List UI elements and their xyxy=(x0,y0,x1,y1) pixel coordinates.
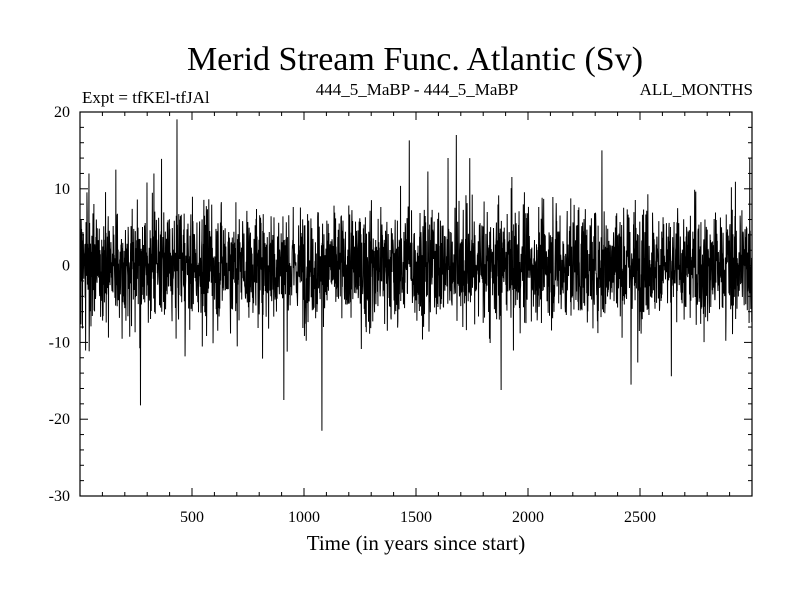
chart-subtitle-left: Expt = tfKEl-tfJAl xyxy=(82,88,210,107)
y-tick-label: 10 xyxy=(54,181,70,198)
y-tick-label: 0 xyxy=(62,258,70,275)
y-tick-label: -30 xyxy=(49,488,70,505)
tick-layer: -30 -20 -10 0 10 20 500 1000 1500 2000 2500 xyxy=(49,104,752,526)
x-tick-label: 2500 xyxy=(624,509,656,526)
x-tick-label: 1000 xyxy=(288,509,320,526)
x-tick-label: 500 xyxy=(180,509,204,526)
y-tick-label: 20 xyxy=(54,104,70,121)
x-tick-label: 2000 xyxy=(512,509,544,526)
plot-frame xyxy=(79,111,753,497)
x-axis-label: Time (in years since start) xyxy=(307,531,526,555)
series-layer xyxy=(79,119,753,431)
y-tick-label: -20 xyxy=(49,411,70,428)
chart-title: Merid Stream Func. Atlantic (Sv) xyxy=(187,41,643,78)
series-line xyxy=(79,119,753,431)
x-tick-label: 1500 xyxy=(400,509,432,526)
chart-subtitle-center: 444_5_MaBP - 444_5_MaBP xyxy=(316,80,518,99)
chart-subtitle-right: ALL_MONTHS xyxy=(640,80,753,99)
y-tick-label: -10 xyxy=(49,334,70,351)
